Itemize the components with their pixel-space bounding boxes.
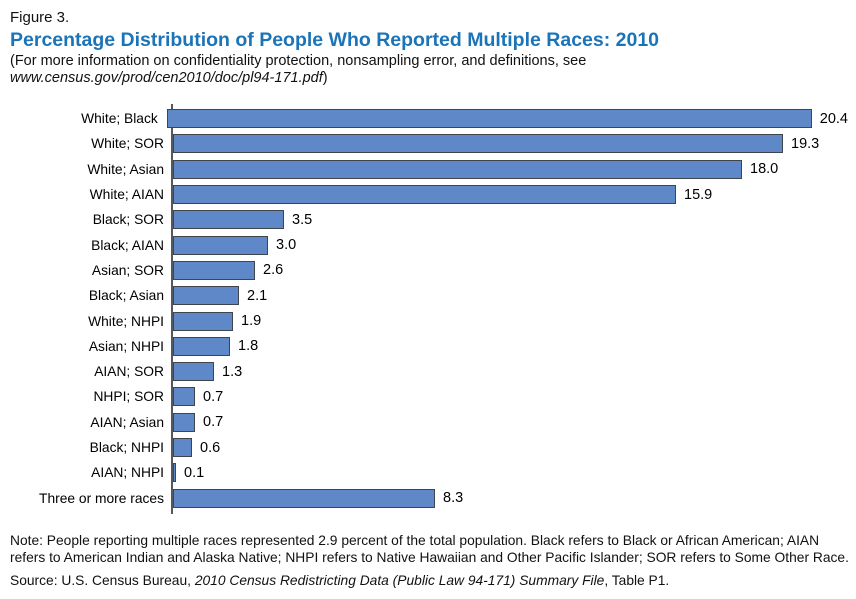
- value-label: 0.7: [203, 388, 224, 405]
- category-label: AIAN; SOR: [94, 364, 164, 380]
- bar-track: 0.6: [173, 438, 848, 457]
- bar-row: White; NHPI 1.9: [10, 308, 848, 333]
- bar: [173, 235, 268, 255]
- category-label: Asian; SOR: [91, 262, 164, 278]
- value-label: 2.6: [263, 262, 284, 279]
- value-label: 20.4: [819, 110, 848, 127]
- bar-row: White; SOR 19.3: [10, 131, 848, 156]
- value-label: 1.3: [222, 363, 243, 380]
- bar-chart: White; Black 20.4 White; SOR 19.3 White; Asi…: [10, 104, 848, 514]
- bar-row: White; Black 20.4: [10, 106, 848, 131]
- bar: [173, 260, 255, 280]
- figure-label: Figure 3.: [10, 9, 70, 26]
- bar-track: 2.6: [173, 260, 848, 280]
- subtitle-url: www.census.gov/prod/cen2010/doc/pl94-171…: [10, 70, 323, 86]
- source-publication: 2010 Census Redistricting Data (Public L…: [194, 573, 605, 589]
- category-label: Black; AIAN: [91, 237, 164, 253]
- bar-row: AIAN; Asian 0.7: [10, 410, 848, 435]
- bar: [173, 185, 676, 205]
- bar: [173, 336, 230, 356]
- value-label: 0.6: [200, 439, 221, 456]
- bar-track: 1.8: [173, 336, 848, 356]
- value-label: 18.0: [750, 161, 779, 178]
- bar: [173, 387, 195, 407]
- bar: [173, 488, 435, 508]
- category-label: Black; NHPI: [89, 440, 164, 455]
- bar-row: Asian; NHPI 1.8: [10, 334, 848, 359]
- bar-track: 2.1: [173, 286, 848, 306]
- bar-track: 3.0: [173, 235, 848, 255]
- bar-row: Black; AIAN 3.0: [10, 232, 848, 257]
- bar-row: Asian; SOR 2.6: [10, 258, 848, 283]
- value-label: 8.3: [443, 490, 464, 507]
- chart-rows: White; Black 20.4 White; SOR 19.3 White; Asi…: [10, 106, 848, 511]
- source-prefix: Source: U.S. Census Bureau,: [10, 573, 195, 589]
- bar-track: 20.4: [166, 109, 848, 129]
- y-axis-line: [171, 104, 173, 514]
- value-label: 1.9: [241, 313, 262, 330]
- value-label: 0.1: [184, 464, 205, 481]
- bar-row: Black; NHPI 0.6: [10, 435, 848, 460]
- value-label: 3.0: [276, 237, 297, 254]
- subtitle-line1: (For more information on confidentiality…: [10, 53, 587, 69]
- bar-track: 1.9: [173, 311, 848, 331]
- bar: [173, 210, 284, 230]
- category-label: AIAN; NHPI: [91, 465, 164, 481]
- bar: [173, 412, 195, 432]
- note-text: Note: People reporting multiple races re…: [10, 532, 849, 566]
- category-label: White; Black: [81, 111, 158, 127]
- category-label: NHPI; SOR: [93, 389, 164, 405]
- bar-track: 8.3: [173, 488, 848, 508]
- bar-track: 15.9: [173, 185, 848, 205]
- value-label: 1.8: [238, 338, 259, 355]
- subtitle-line2: www.census.gov/prod/cen2010/doc/pl94-171…: [10, 70, 848, 87]
- bar: [173, 311, 233, 331]
- bar-track: 19.3: [173, 134, 848, 154]
- bar: [173, 159, 742, 179]
- bar: [166, 109, 812, 129]
- bar-track: 1.3: [173, 362, 848, 382]
- bar-row: AIAN; SOR 1.3: [10, 359, 848, 384]
- bar-track: 3.5: [173, 210, 848, 230]
- bar-row: Black; SOR 3.5: [10, 207, 848, 232]
- category-label: White; Asian: [87, 161, 164, 177]
- value-label: 19.3: [791, 135, 820, 152]
- category-label: White; SOR: [91, 136, 164, 152]
- category-label: Three or more races: [39, 490, 164, 506]
- bar-row: NHPI; SOR 0.7: [10, 384, 848, 409]
- value-label: 15.9: [684, 186, 713, 203]
- bar-row: Black; Asian 2.1: [10, 283, 848, 308]
- bar: [173, 286, 239, 306]
- subtitle-close-paren: ): [322, 70, 328, 86]
- bar-row: AIAN; NHPI 0.1: [10, 460, 848, 485]
- value-label: 2.1: [247, 287, 268, 304]
- source-suffix: , Table P1.: [604, 573, 670, 589]
- bar-row: White; AIAN 15.9: [10, 182, 848, 207]
- bar-row: Three or more races 8.3: [10, 485, 848, 510]
- bar: [173, 463, 176, 483]
- category-label: AIAN; Asian: [90, 414, 164, 430]
- page-title: Percentage Distribution of People Who Re…: [10, 29, 660, 51]
- source-text: Source: U.S. Census Bureau, 2010 Census …: [10, 572, 856, 589]
- value-label: 0.7: [203, 414, 224, 431]
- bar: [173, 438, 192, 457]
- bar-track: 0.7: [173, 387, 848, 407]
- value-label: 3.5: [292, 211, 313, 228]
- bar-row: White; Asian 18.0: [10, 157, 848, 182]
- category-label: Black; SOR: [92, 212, 164, 228]
- category-label: White; AIAN: [89, 187, 164, 203]
- bar: [173, 134, 783, 154]
- bar-track: 0.7: [173, 412, 848, 432]
- bar-track: 0.1: [173, 463, 848, 483]
- category-label: Asian; NHPI: [88, 338, 164, 354]
- bar-track: 18.0: [173, 159, 848, 179]
- category-label: Black; Asian: [88, 288, 164, 304]
- bar: [173, 362, 214, 382]
- category-label: White; NHPI: [88, 313, 164, 329]
